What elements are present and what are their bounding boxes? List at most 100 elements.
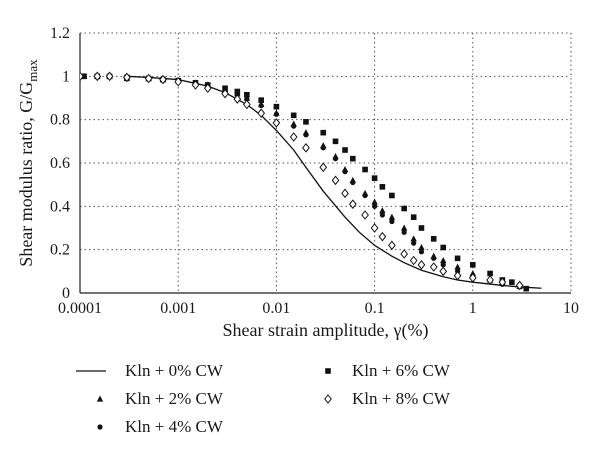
data-point-diamond: [331, 175, 340, 186]
data-point-square: [258, 97, 264, 103]
data-point-diamond: [159, 74, 167, 85]
data-point-diamond: [93, 71, 102, 82]
data-point-dot: [418, 249, 425, 255]
series-square: [81, 73, 530, 292]
y-tick-label: 0.8: [50, 112, 70, 129]
data-point-diamond: [80, 71, 84, 82]
data-point-square: [410, 214, 417, 220]
data-point-triangle: [388, 213, 396, 220]
y-axis-label-subscript: max: [25, 59, 40, 82]
data-point-diamond: [378, 231, 387, 242]
data-point-diamond: [348, 199, 357, 209]
data-point-triangle: [440, 257, 447, 264]
y-tick-label: 0.2: [50, 242, 70, 259]
data-point-diamond: [272, 118, 281, 128]
data-point-diamond: [242, 99, 251, 110]
data-point-diamond: [105, 71, 114, 82]
y-tick-labels: 0 0.2 0.4 0.6 0.8 1 1.2: [50, 25, 70, 302]
data-point-diamond: [174, 76, 183, 87]
data-point-dot: [303, 132, 309, 138]
legend-marker-square: [325, 368, 331, 374]
data-point-square: [389, 192, 395, 199]
data-point-dot: [401, 229, 407, 235]
x-tick-label: 0.01: [262, 300, 290, 317]
data-point-diamond: [468, 273, 477, 283]
data-point-diamond: [439, 266, 448, 277]
data-point-square: [523, 285, 530, 292]
data-point-dot: [350, 179, 356, 186]
data-point-diamond: [409, 255, 418, 266]
data-point-square: [371, 175, 378, 181]
data-point-diamond: [400, 249, 409, 259]
legend: Kln + 0% CW Kln + 2% CW Kln + 4% CW Kln + 6…: [76, 361, 451, 436]
data-point-diamond: [289, 132, 298, 142]
data-point-square: [379, 184, 386, 190]
x-tick-label: 10: [563, 300, 579, 317]
legend-marker-triangle: [96, 395, 104, 402]
data-point-diamond: [515, 280, 524, 291]
x-tick-label: 0.001: [160, 300, 196, 317]
data-point-square: [273, 103, 280, 110]
data-point-diamond: [233, 94, 242, 104]
data-point-diamond: [319, 162, 328, 173]
data-point-triangle: [371, 198, 378, 205]
data-point-triangle: [454, 263, 461, 270]
series-line: [126, 75, 542, 289]
data-point-square: [430, 236, 437, 242]
data-point-triangle: [418, 244, 425, 251]
data-point-square: [350, 155, 356, 162]
data-point-square: [487, 270, 493, 277]
data-point-dot: [431, 255, 437, 261]
data-point-dot: [362, 192, 368, 199]
data-point-square: [234, 88, 241, 95]
data-point-diamond: [257, 108, 266, 118]
data-point-square: [332, 138, 339, 145]
x-tick-labels: 0.0001 0.001 0.01 0.1 1 10: [58, 300, 579, 317]
data-point-square: [440, 244, 447, 251]
grid: [80, 32, 572, 293]
data-point-dot: [372, 203, 378, 209]
data-point-dot: [411, 240, 417, 246]
data-point-dot: [389, 218, 395, 225]
data-point-diamond: [191, 80, 200, 90]
data-point-dot: [258, 102, 264, 109]
data-point-square: [81, 73, 87, 80]
x-axis-label: Shear strain amplitude, γ(%): [223, 320, 429, 341]
data-point-diamond: [486, 275, 494, 285]
legend-item: Kln + 4% CW: [97, 417, 224, 436]
series-diamond: [80, 71, 524, 291]
data-point-square: [362, 166, 368, 173]
y-axis-label: Shear modulus ratio, G/Gmax: [16, 59, 40, 267]
data-point-square: [342, 147, 348, 153]
legend-item: Kln + 6% CW: [325, 361, 451, 380]
data-point-triangle: [410, 235, 417, 242]
x-tick-label: 0.1: [365, 300, 385, 317]
data-point-diamond: [341, 188, 349, 199]
data-point-dot: [320, 145, 326, 151]
y-tick-label: 0.6: [50, 155, 70, 172]
y-tick-label: 0: [62, 285, 70, 302]
y-tick-label: 1: [62, 68, 70, 85]
legend-label: Kln + 0% CW: [125, 361, 224, 380]
x-tick-label: 0.0001: [58, 300, 102, 317]
legend-marker-diamond: [324, 394, 332, 404]
series-layer: [80, 71, 542, 292]
data-point-square: [320, 129, 327, 136]
y-tick-label: 1.2: [50, 25, 70, 42]
data-point-dot: [379, 212, 385, 218]
data-point-diamond: [123, 72, 131, 83]
legend-item: Kln + 0% CW: [76, 361, 224, 380]
data-point-diamond: [144, 73, 153, 84]
data-point-square: [303, 119, 309, 125]
data-point-diamond: [417, 260, 426, 270]
data-point-square: [418, 225, 425, 231]
data-point-diamond: [388, 240, 396, 251]
data-point-dot: [244, 96, 250, 102]
legend-label: Kln + 6% CW: [352, 361, 451, 380]
data-point-dot: [273, 111, 279, 117]
legend-item: Kln + 2% CW: [96, 389, 224, 408]
data-point-dot: [440, 262, 446, 268]
data-point-triangle: [400, 224, 408, 231]
y-axis-label-main: Shear modulus ratio, G/G: [16, 82, 36, 267]
